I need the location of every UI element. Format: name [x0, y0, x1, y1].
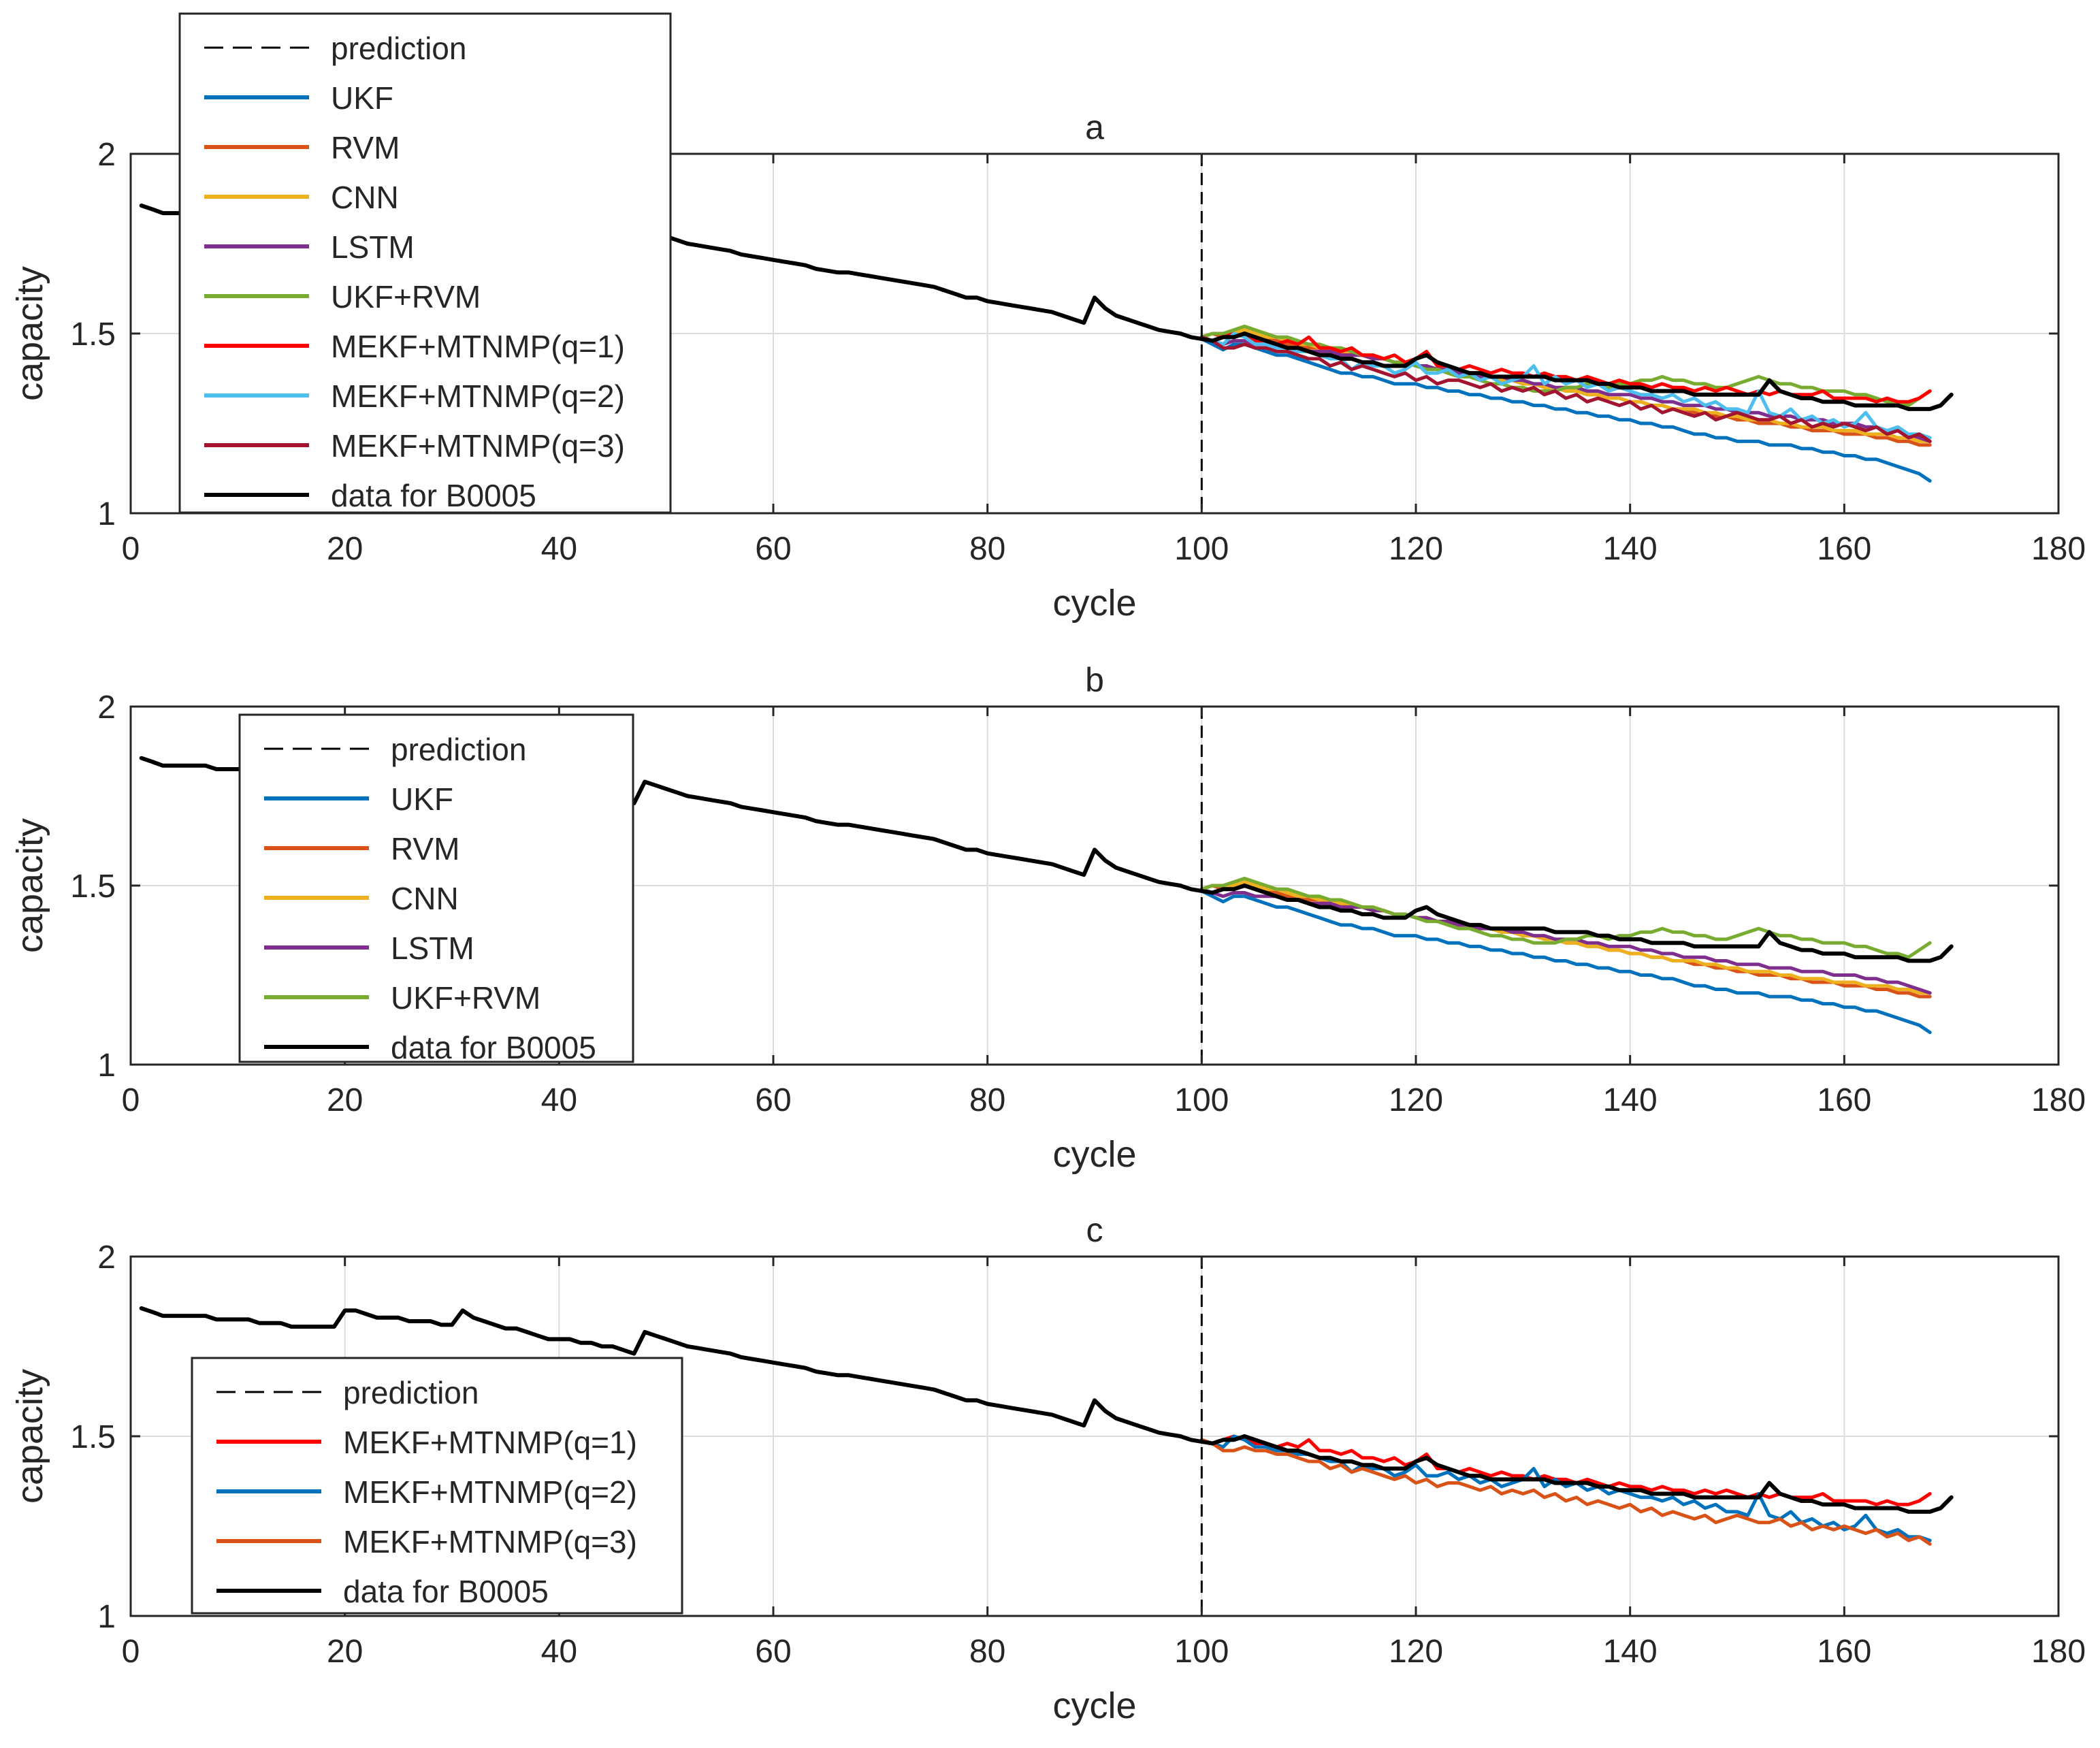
legend-label-q2: MEKF+MTNMP(q=2)	[331, 378, 625, 414]
chart-panel-a: 0 20 40 60 80 100 120 140 160 180 1 1.5 2 a cycle capac…	[10, 12, 2086, 624]
x-axis-label: cycle	[1052, 583, 1136, 624]
x-tick-label: 80	[969, 531, 1005, 567]
x-tick-label: 180	[2031, 1082, 2086, 1118]
x-tick-label: 160	[1817, 1082, 1871, 1118]
y-tick-label: 1.5	[70, 869, 116, 905]
legend-label-rvm: RVM	[331, 130, 400, 165]
legend-label-data: data for B0005	[391, 1030, 596, 1065]
legend-label-ukfrvm: UKF+RVM	[331, 279, 481, 314]
y-axis-label: capacity	[10, 818, 50, 953]
x-tick-label: 180	[2031, 1634, 2086, 1670]
x-tick-label: 180	[2031, 531, 2086, 567]
legend-label-q3: MEKF+MTNMP(q=3)	[331, 428, 625, 464]
legend-label-ukf: UKF	[331, 80, 393, 116]
y-tick-label: 2	[97, 690, 116, 726]
chart-panel-b: 0 20 40 60 80 100 120 140 160 180 1 1.5 2 b cycle capac…	[10, 661, 2086, 1175]
legend-box	[238, 713, 634, 1063]
x-tick-label: 120	[1389, 1082, 1443, 1118]
x-tick-label: 100	[1174, 1082, 1229, 1118]
x-tick-label: 20	[327, 531, 363, 567]
legend-label-ukf: UKF	[391, 781, 453, 817]
series-line-cnn	[1199, 880, 1932, 995]
chart-title: a	[1085, 108, 1104, 146]
y-tick-label: 1	[97, 496, 116, 532]
x-tick-label: 20	[327, 1634, 363, 1670]
series-line-ukf	[1199, 337, 1932, 483]
legend: prediction UKF RVM CNN LSTM UKF+RVM MEKF+MTNMP…	[178, 12, 672, 514]
legend: prediction UKF RVM CNN LSTM UKF+RVM data for B…	[238, 713, 634, 1065]
x-tick-label: 120	[1389, 531, 1443, 567]
series-line-data	[139, 1306, 1954, 1514]
y-tick-label: 2	[97, 137, 116, 173]
series-line-ukfrvm	[1199, 324, 1932, 408]
legend-label-q1: MEKF+MTNMP(q=1)	[331, 329, 625, 364]
x-tick-label: 40	[541, 531, 577, 567]
x-axis-label: cycle	[1052, 1134, 1136, 1175]
legend-label-prediction: prediction	[343, 1375, 479, 1410]
chart-title: c	[1086, 1211, 1103, 1249]
series-line-ukfrvm	[1199, 877, 1932, 959]
legend-box	[191, 1357, 683, 1615]
x-tick-label: 0	[122, 1634, 140, 1670]
x-tick-label: 20	[327, 1082, 363, 1118]
y-axis-label: capacity	[10, 1369, 50, 1504]
chart-panel-c: 0 20 40 60 80 100 120 140 160 180 1 1.5 2 c cycle capac…	[10, 1211, 2086, 1726]
legend-label-q2: MEKF+MTNMP(q=2)	[343, 1474, 637, 1510]
y-tick-label: 1	[97, 1599, 116, 1635]
x-tick-label: 40	[541, 1634, 577, 1670]
x-tick-label: 0	[122, 1082, 140, 1118]
x-tick-label: 60	[755, 531, 791, 567]
legend-label-prediction: prediction	[391, 732, 526, 767]
legend-label-cnn: CNN	[331, 180, 399, 215]
chart-title: b	[1085, 661, 1104, 699]
x-axis-label: cycle	[1052, 1685, 1136, 1726]
legend-label-q1: MEKF+MTNMP(q=1)	[343, 1425, 637, 1460]
y-tick-label: 1.5	[70, 1419, 116, 1455]
x-tick-label: 100	[1174, 531, 1229, 567]
x-tick-label: 60	[755, 1634, 791, 1670]
x-tick-label: 60	[755, 1082, 791, 1118]
x-tick-label: 140	[1603, 531, 1658, 567]
y-axis-label: capacity	[10, 266, 50, 401]
y-tick-label: 1	[97, 1048, 116, 1084]
legend-label-data: data for B0005	[331, 478, 536, 513]
x-tick-label: 160	[1817, 1634, 1871, 1670]
legend-label-prediction: prediction	[331, 31, 466, 66]
x-tick-label: 160	[1817, 531, 1871, 567]
series-line-ukf	[1199, 889, 1932, 1035]
legend-label-lstm: LSTM	[331, 229, 415, 265]
x-tick-label: 140	[1603, 1634, 1658, 1670]
x-tick-label: 0	[122, 531, 140, 567]
series-line-q1	[1199, 331, 1932, 404]
x-tick-label: 80	[969, 1634, 1005, 1670]
y-tick-label: 2	[97, 1240, 116, 1276]
legend-label-ukfrvm: UKF+RVM	[391, 980, 540, 1016]
legend-label-lstm: LSTM	[391, 930, 474, 966]
x-tick-label: 80	[969, 1082, 1005, 1118]
x-tick-label: 40	[541, 1082, 577, 1118]
series-line-q3	[1199, 335, 1932, 443]
y-tick-label: 1.5	[70, 317, 116, 353]
series-line-q1	[1199, 1434, 1932, 1506]
x-tick-label: 140	[1603, 1082, 1658, 1118]
legend-label-q3: MEKF+MTNMP(q=3)	[343, 1524, 637, 1559]
x-tick-label: 120	[1389, 1634, 1443, 1670]
legend: prediction MEKF+MTNMP(q=1) MEKF+MTNMP(q=2)…	[191, 1357, 683, 1615]
legend-label-data: data for B0005	[343, 1574, 549, 1609]
legend-label-cnn: CNN	[391, 881, 459, 916]
legend-label-rvm: RVM	[391, 831, 459, 867]
x-tick-label: 100	[1174, 1634, 1229, 1670]
series-line-q3	[1199, 1438, 1932, 1546]
